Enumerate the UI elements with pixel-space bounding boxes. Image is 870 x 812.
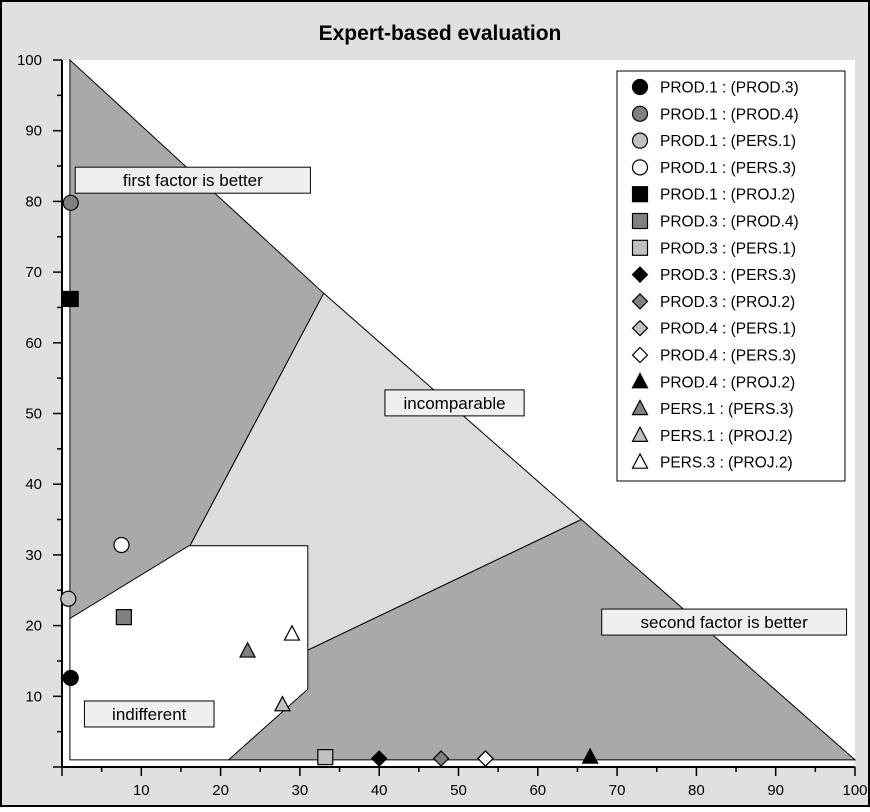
y-tick-label: 100: [17, 52, 42, 69]
legend-item: PROD.4 : (PERS.1): [631, 319, 796, 338]
legend-item: PROD.4 : (PROJ.2): [631, 372, 795, 391]
y-tick-label: 10: [25, 688, 42, 705]
x-tick-label: 60: [529, 782, 546, 799]
axes-layer: 10 20 30 40 50 60 70 80 90 100 10 20 30 40 50 60 70 80 90 1…: [17, 52, 868, 799]
data-point-circle: [62, 669, 79, 687]
x-tick-label: 50: [450, 782, 467, 799]
legend-marker-square: [631, 212, 649, 230]
legend-marker-circle: [631, 159, 649, 176]
region-label-box: [74, 166, 311, 194]
x-tick-label: 30: [292, 782, 309, 799]
legend-item: PROD.3 : (PERS.3): [631, 266, 796, 284]
data-point-circle: [60, 590, 77, 607]
region-label-box: [384, 389, 525, 417]
y-tick-label: 90: [25, 123, 42, 140]
region-label-text: first factor is better: [123, 171, 263, 190]
x-tick-label: 40: [371, 782, 388, 799]
region-label-text: incomparable: [404, 394, 506, 413]
legend-label: PROD.3 : (PROJ.2): [660, 294, 795, 311]
legend-label: PROD.1 : (PROD.4): [660, 106, 799, 123]
region-label-box: [83, 700, 215, 728]
legend-label: PROD.1 : (PROD.3): [660, 80, 799, 97]
y-tick-label: 70: [25, 264, 42, 281]
legend-label: PROD.4 : (PROJ.2): [660, 374, 795, 391]
region-label-second-factor-is-better: second factor is better: [601, 608, 848, 636]
chart-title: Expert-based evaluation: [319, 22, 562, 45]
legend-marker-square: [631, 186, 649, 203]
legend-label: PROD.3 : (PROD.4): [660, 214, 799, 231]
legend: PROD.1 : (PROD.3) PROD.1 : (PROD.4) PROD.1…: [616, 70, 846, 482]
legend-item: PERS.1 : (PROJ.2): [631, 425, 793, 445]
legend-marker-triangle: [631, 425, 649, 442]
data-point-triangle: [239, 641, 257, 658]
region-label-text: second factor is better: [641, 613, 809, 632]
legend-marker-diamond: [631, 319, 649, 337]
region-label-incomparable: incomparable: [384, 389, 525, 417]
legend-marker-diamond: [631, 266, 649, 283]
legend-label: PROD.1 : (PERS.1): [660, 133, 796, 150]
legend-label: PERS.1 : (PROJ.2): [660, 428, 793, 445]
legend-label: PROD.3 : (PERS.3): [660, 267, 796, 284]
region-label-indifferent: indifferent: [83, 700, 215, 728]
legend-label: PERS.3 : (PROJ.2): [660, 455, 793, 472]
legend-item: PROD.1 : (PERS.1): [631, 132, 796, 150]
data-point-diamond: [370, 750, 388, 767]
legend-item: PROD.3 : (PROD.4): [631, 212, 799, 231]
legend-item: PROD.3 : (PERS.1): [631, 239, 796, 257]
y-tick-label: 80: [25, 193, 42, 210]
x-tick-label: 80: [688, 782, 705, 799]
legend-item: PROD.1 : (PROD.3): [631, 78, 799, 97]
legend-marker-circle: [631, 105, 649, 122]
data-point-triangle: [581, 747, 599, 764]
legend-marker-circle: [631, 78, 649, 96]
legend-item: PERS.3 : (PROJ.2): [631, 452, 793, 472]
legend-item: PROD.1 : (PERS.3): [631, 159, 796, 177]
x-tick-label: 90: [767, 782, 784, 799]
y-tick-label: 40: [25, 476, 42, 493]
legend-item: PROD.1 : (PROD.4): [631, 105, 799, 123]
legend-item: PROD.3 : (PROJ.2): [631, 293, 795, 311]
data-point-diamond: [477, 750, 494, 767]
data-point-circle: [113, 536, 130, 554]
data-point-square: [115, 609, 132, 626]
data-point-circle: [62, 194, 79, 211]
legend-item: PROD.1 : (PROJ.2): [631, 186, 795, 204]
legend-marker-triangle: [631, 399, 649, 416]
data-point-triangle: [283, 624, 301, 641]
data-point-square: [317, 749, 334, 766]
legend-marker-square: [631, 239, 649, 256]
y-tick-label: 20: [25, 618, 42, 635]
legend-label: PROD.4 : (PERS.3): [660, 348, 796, 365]
y-tick-label: 30: [25, 547, 42, 564]
x-tick-label: 70: [609, 782, 626, 799]
region-labels-layer: first factor is better incomparable second…: [74, 166, 848, 728]
legend-marker-diamond: [631, 346, 649, 364]
x-tick-label: 20: [212, 782, 229, 799]
region-label-first-factor-is-better: first factor is better: [74, 166, 311, 194]
legend-marker-circle: [631, 132, 649, 149]
legend-item: PERS.1 : (PERS.3): [631, 399, 794, 418]
data-point-diamond: [432, 750, 450, 767]
legend-label: PROD.3 : (PERS.1): [660, 240, 796, 257]
legend-box: [616, 70, 846, 482]
legend-label: PROD.1 : (PROJ.2): [660, 187, 795, 204]
data-point-square: [62, 290, 79, 308]
data-point-triangle: [273, 695, 291, 712]
legend-item: PROD.4 : (PERS.3): [631, 346, 796, 365]
legend-label: PROD.4 : (PERS.1): [660, 321, 796, 338]
legend-label: PERS.1 : (PERS.3): [660, 401, 794, 418]
legend-marker-triangle: [631, 372, 649, 389]
legend-marker-triangle: [631, 452, 649, 469]
legend-marker-diamond: [631, 293, 649, 310]
x-tick-label: 100: [842, 782, 867, 799]
points-layer: [60, 194, 599, 767]
y-tick-label: 60: [25, 335, 42, 352]
y-tick-label: 50: [25, 406, 42, 423]
x-tick-label: 10: [133, 782, 150, 799]
region-label-box: [601, 608, 848, 636]
legend-label: PROD.1 : (PERS.3): [660, 160, 796, 177]
region-label-text: indifferent: [112, 705, 187, 724]
